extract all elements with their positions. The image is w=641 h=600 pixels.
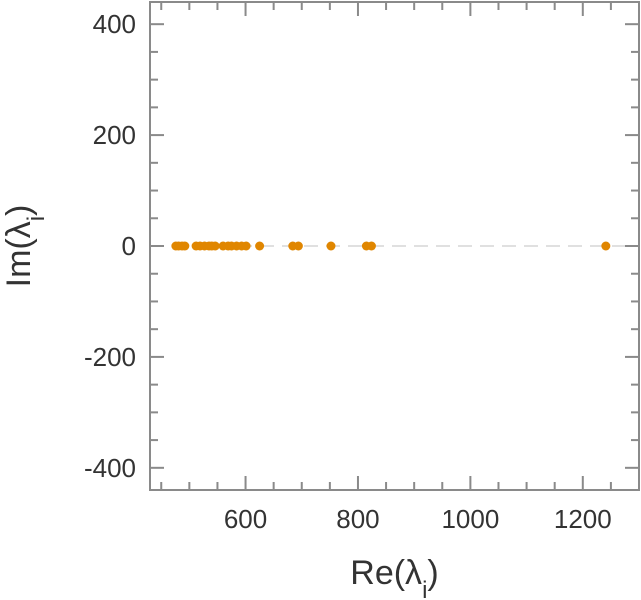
x-axis-label: Re(λi) bbox=[350, 554, 438, 600]
data-point bbox=[293, 241, 303, 251]
x-tick-label: 600 bbox=[224, 504, 267, 534]
x-tick-label: 800 bbox=[336, 504, 379, 534]
y-axis-ticks bbox=[150, 23, 639, 469]
data-point bbox=[601, 241, 611, 251]
y-tick-label: -200 bbox=[84, 342, 136, 372]
x-tick-label: 1000 bbox=[441, 504, 499, 534]
data-points bbox=[171, 241, 611, 251]
y-axis-label: Im(λi) bbox=[0, 205, 50, 288]
y-tick-label: 0 bbox=[122, 231, 136, 261]
data-point bbox=[326, 241, 336, 251]
y-tick-label: 200 bbox=[93, 120, 136, 150]
data-point bbox=[180, 241, 190, 251]
x-tick-label: 1200 bbox=[554, 504, 612, 534]
data-point bbox=[255, 241, 265, 251]
y-tick-label: 400 bbox=[93, 9, 136, 39]
data-point bbox=[241, 241, 251, 251]
x-axis-ticks bbox=[160, 2, 640, 490]
data-point bbox=[366, 241, 376, 251]
y-axis-tick-labels: -400 -200 0 200 400 bbox=[84, 9, 136, 483]
y-tick-label: -400 bbox=[84, 453, 136, 483]
plot-area bbox=[149, 1, 640, 491]
x-axis-tick-labels: 600 800 1000 1200 bbox=[224, 504, 612, 534]
data-point bbox=[210, 241, 220, 251]
